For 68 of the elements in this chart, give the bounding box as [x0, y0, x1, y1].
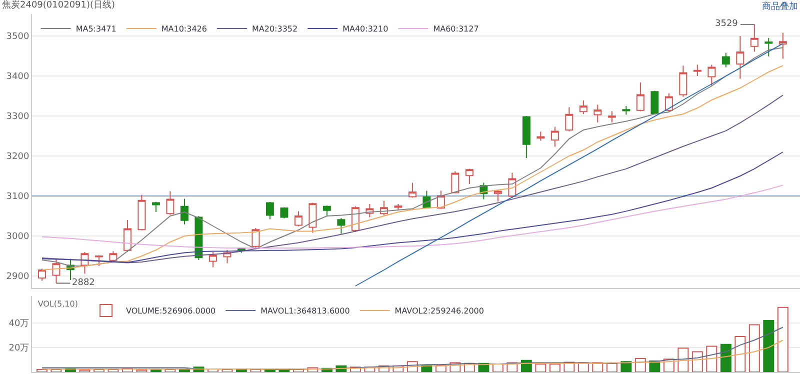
candlestick — [294, 210, 302, 227]
candlestick — [736, 36, 744, 80]
bar — [620, 361, 632, 372]
candlestick — [337, 218, 346, 234]
candlestick — [408, 182, 416, 198]
text: 商品叠加 — [762, 1, 798, 12]
candlestick — [550, 126, 559, 148]
candlestick — [123, 220, 132, 252]
candlestick — [451, 170, 460, 194]
legend-title: VOL(5,10) — [38, 299, 78, 308]
annotation: 3529 — [715, 19, 738, 29]
y-tick-label: 3100 — [6, 192, 30, 202]
legend-label: MAVOL2:259246.2000 — [394, 306, 484, 316]
candlestick — [608, 110, 616, 123]
candlestick — [280, 206, 288, 219]
candlestick — [180, 198, 188, 225]
y-tick-label: 20万 — [8, 344, 30, 354]
candlestick — [252, 228, 260, 250]
candlestick — [622, 106, 630, 116]
candlestick — [679, 65, 688, 98]
legend-label: MAVOL1:364813.6000 — [260, 306, 350, 316]
line-series — [41, 340, 784, 370]
bar — [763, 320, 774, 372]
chart-title: 焦炭2409(0102091)(日线) — [2, 0, 116, 11]
candlestick — [152, 202, 160, 212]
legend-label: VOLUME:526906.0000 — [126, 306, 216, 316]
legend-label: MA40:3210 — [342, 24, 388, 34]
candlestick — [522, 116, 530, 158]
candlestick — [722, 52, 730, 68]
legend-label: MA5:3471 — [76, 24, 116, 34]
candlestick — [778, 32, 787, 60]
candlestick — [579, 100, 588, 114]
y-tick-label: 3200 — [6, 152, 30, 162]
candlestick — [208, 252, 217, 268]
line-series — [41, 184, 784, 248]
candlestick — [536, 131, 545, 142]
bar — [720, 344, 732, 372]
candlestick — [650, 90, 659, 115]
y-tick-label: 3400 — [6, 72, 30, 82]
candlestick — [308, 202, 317, 234]
candlestick — [322, 205, 331, 216]
line-series — [41, 152, 784, 263]
candlestick — [693, 64, 702, 76]
candlestick — [166, 190, 174, 216]
candlestick — [94, 254, 103, 266]
candlestick — [750, 24, 758, 52]
legend-label: MA20:3352 — [252, 24, 298, 34]
legend-label: MA10:3426 — [161, 24, 207, 34]
y-tick-label: 2900 — [6, 272, 30, 282]
candlestick — [565, 106, 574, 132]
y-tick-label: 3300 — [6, 112, 30, 122]
candlestick — [52, 258, 60, 284]
y-tick-label: 3000 — [6, 232, 30, 242]
y-tick-label: 40万 — [8, 319, 30, 330]
legend-label: MA60:3127 — [433, 24, 479, 34]
candlestick — [636, 82, 644, 112]
y-tick-label: 3500 — [6, 32, 30, 42]
candlestick — [266, 202, 274, 220]
line-series — [41, 94, 784, 264]
candlestick — [465, 168, 474, 184]
candlestick — [708, 64, 716, 86]
annotation: 2882 — [72, 278, 95, 288]
candlestick — [109, 250, 118, 262]
candlestick — [594, 104, 602, 123]
candlestick — [494, 190, 502, 202]
candlestick — [764, 38, 773, 57]
candlestick — [138, 194, 146, 231]
candlestick — [38, 268, 46, 282]
